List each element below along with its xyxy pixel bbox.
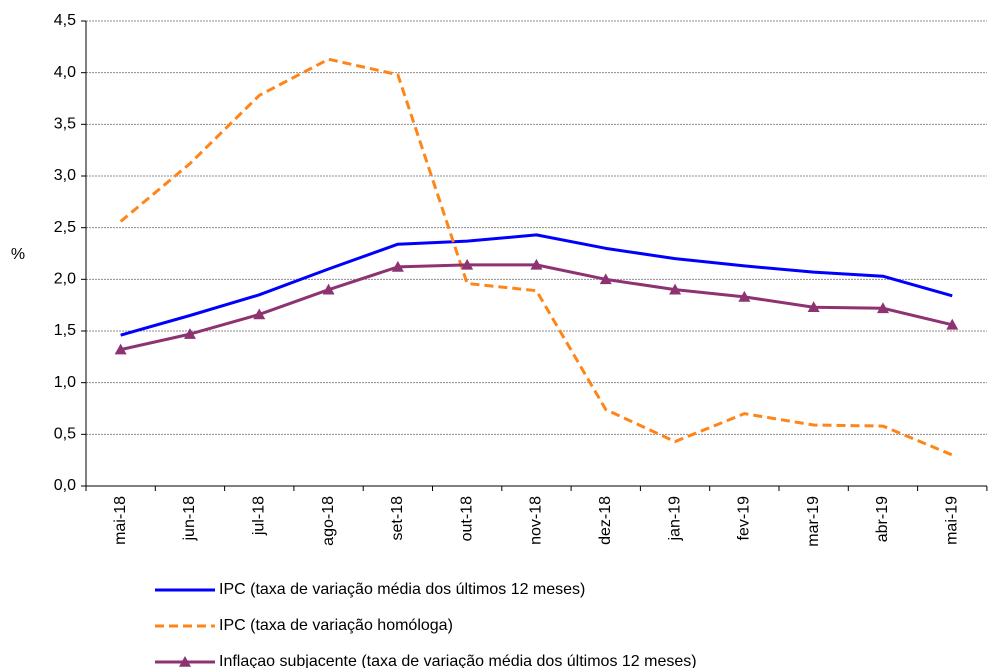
x-tick-label: fev-19 bbox=[736, 496, 753, 541]
point-marker bbox=[876, 302, 889, 314]
y-tick-label: 2,5 bbox=[54, 219, 76, 236]
x-tick-label: jun-18 bbox=[181, 496, 198, 542]
series-line bbox=[120, 233, 953, 337]
point-marker bbox=[807, 301, 820, 313]
x-tick-label: dez-18 bbox=[597, 496, 614, 545]
point-marker bbox=[253, 308, 266, 320]
y-tick-label: 3,5 bbox=[54, 116, 76, 133]
x-tick-label: nov-18 bbox=[528, 496, 545, 545]
x-tick-label: jan-19 bbox=[666, 496, 683, 542]
y-tick-label: 2,0 bbox=[54, 271, 76, 288]
x-tick-label: ago-18 bbox=[320, 496, 337, 546]
y-tick-label: 0,0 bbox=[54, 477, 76, 494]
series-line bbox=[120, 263, 953, 352]
x-tick-label: mai-18 bbox=[112, 496, 129, 545]
legend-label: IPC (taxa de variação média dos últimos … bbox=[219, 581, 585, 598]
y-tick-label: 1,5 bbox=[54, 322, 76, 339]
x-tick-label: mai-19 bbox=[943, 496, 960, 545]
point-marker bbox=[738, 290, 751, 302]
x-tick-label: out-18 bbox=[458, 496, 475, 541]
y-axis-label: % bbox=[11, 246, 25, 263]
point-marker bbox=[669, 283, 682, 295]
point-marker bbox=[946, 318, 959, 330]
series-line bbox=[119, 57, 953, 457]
x-tick-label: set-18 bbox=[389, 496, 406, 541]
x-tick-label: mar-19 bbox=[805, 496, 822, 547]
y-tick-label: 4,0 bbox=[54, 64, 76, 81]
point-marker bbox=[114, 343, 127, 355]
point-marker bbox=[461, 258, 474, 270]
point-marker bbox=[530, 258, 543, 270]
y-tick-label: 3,0 bbox=[54, 167, 76, 184]
point-marker bbox=[391, 260, 404, 272]
y-tick-label: 4,5 bbox=[54, 12, 76, 29]
legend-label: IPC (taxa de variação homóloga) bbox=[219, 617, 453, 634]
legend-marker bbox=[179, 656, 191, 667]
y-tick-label: 1,0 bbox=[54, 374, 76, 391]
point-marker bbox=[322, 283, 335, 295]
point-marker bbox=[183, 328, 196, 339]
legend-label: Inflaçao subjacente (taxa de variação mé… bbox=[219, 653, 697, 668]
y-tick-label: 0,5 bbox=[54, 426, 76, 443]
x-tick-label: jul-18 bbox=[250, 496, 267, 536]
x-tick-label: abr-19 bbox=[874, 496, 891, 542]
point-marker bbox=[599, 273, 612, 285]
